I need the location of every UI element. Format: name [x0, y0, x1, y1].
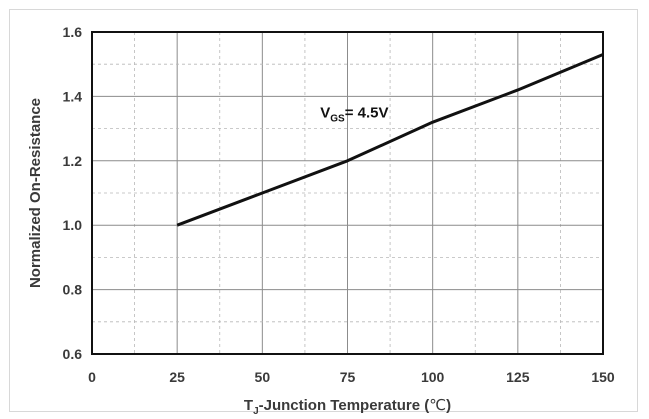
y-tick-label: 1.4	[63, 88, 83, 104]
x-tick-label: 150	[591, 369, 615, 385]
x-tick-label: 50	[255, 369, 271, 385]
x-tick-label: 100	[421, 369, 445, 385]
vgs-annotation: VGS= 4.5V	[320, 105, 388, 125]
vgs-annotation-subscript: GS	[330, 114, 345, 125]
vgs-annotation-rest: = 4.5V	[345, 105, 389, 122]
y-tick-label: 0.8	[63, 282, 83, 298]
x-axis-title-subscript: J	[253, 406, 259, 417]
x-tick-label: 25	[169, 369, 185, 385]
x-tick-label: 75	[340, 369, 356, 385]
x-tick-label: 0	[88, 369, 96, 385]
x-axis-title-rest: -Junction Temperature (	[259, 397, 430, 414]
x-axis-title-unit: ℃	[429, 396, 446, 414]
y-axis-title: Normalized On-Resistance	[27, 98, 44, 288]
x-tick-label: 125	[506, 369, 530, 385]
series-line	[176, 53, 604, 227]
tick-labels: 0 25 50 75 100 125 150 0.6 0.8 1.0 1.2 1.4 1.6	[63, 24, 615, 385]
x-axis-title-main: T	[244, 397, 253, 414]
x-axis-title-close: )	[446, 397, 451, 414]
y-tick-label: 0.6	[63, 346, 83, 362]
chart-frame	[9, 9, 638, 412]
y-tick-label: 1.2	[63, 153, 83, 169]
y-tick-label: 1.6	[63, 24, 83, 40]
plot-border	[91, 31, 604, 355]
grid-lines	[92, 32, 603, 354]
y-tick-label: 1.0	[63, 217, 83, 233]
vgs-annotation-main: V	[320, 105, 330, 122]
x-axis-title: TJ-Junction Temperature (℃)	[244, 396, 451, 417]
series-layer	[176, 53, 604, 227]
